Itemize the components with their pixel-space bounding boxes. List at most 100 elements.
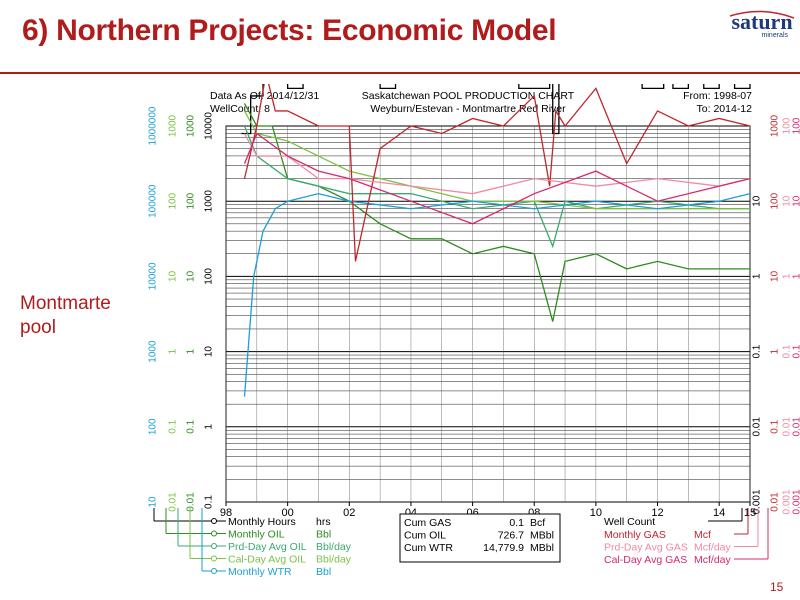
side-label-line2: pool [20,317,56,338]
x-tick-label: 02 [343,507,355,519]
left-axis-tick-label: 1000000 [148,106,159,145]
legend-series-name: Prd-Day Avg OIL [228,541,307,553]
side-label: Montmarte pool [20,292,111,340]
chart-header-left-line1: Data As Of: 2014/12/31 [210,90,319,102]
legend-series-name: Monthly OIL [228,529,285,541]
right-axis-tick-label: 100 [782,117,793,134]
legend-series-unit: Mcf [694,529,711,541]
left-axis-tick-label: 10000 [204,112,215,140]
cumulative-unit: MBbl [530,530,554,542]
left-axis-tick-label: 100 [168,192,179,209]
right-axis-tick-label: 1 [782,273,793,279]
legend-marker [211,568,217,574]
legend-series-unit: Bbl [316,566,331,578]
title-divider [0,72,800,74]
legend-marker [211,530,217,537]
right-axis-tick-label: 10 [782,195,793,207]
right-axis-tick-label: 0.1 [752,344,763,358]
x-tick-label: 14 [713,507,725,519]
side-label-line1: Montmarte [20,293,111,314]
legend-series-name: Cal-Day Avg GAS [604,554,687,566]
right-axis-tick-label: 10 [792,195,800,207]
left-axis-tick-label: 0.01 [186,492,197,512]
left-axis-tick-label: 100 [186,192,197,209]
left-axis-tick-label: 10 [168,270,179,282]
left-axis-tick-label: 0.01 [168,492,179,512]
legend-series-unit: Mcf/day [694,554,732,566]
saturn-logo: saturn minerals [729,9,795,38]
series-line [243,193,751,397]
slide-title: 6) Northern Projects: Economic Model [22,14,557,47]
left-axis-tick-label: 1000 [148,340,159,363]
right-axis-tick-label: 10 [752,195,763,207]
right-axis-tick-label: 0.01 [770,492,781,512]
right-axis-tick-label: 1000 [770,114,781,137]
x-tick-label: 15 [744,507,756,519]
cumulative-unit: MBbl [530,542,554,554]
series-line [243,84,751,262]
series-line [243,133,751,195]
legend-series-name: Prd-Day Avg GAS [604,542,688,554]
right-axis-tick-label: 0.01 [782,417,793,437]
left-axis-tick-label: 100 [204,268,215,285]
right-axis-tick-label: 0.1 [770,419,781,433]
chart-header-right-line2: To: 2014-12 [697,103,753,115]
series-line [243,110,750,210]
right-axis-tick-label: 0.001 [792,489,800,514]
legend-series-name: Monthly WTR [228,566,292,578]
x-tick-label: 98 [220,507,232,519]
series-line [243,132,751,225]
legend-series-name: Monthly Hours [228,516,296,528]
x-tick-label: 10 [590,507,602,519]
cumulative-label: Cum WTR [404,542,453,554]
legend-series-unit: Bbl [316,529,331,541]
right-axis-tick-label: 10 [770,270,781,282]
logo-text: saturn [731,9,792,34]
left-axis-tick-label: 1000 [186,114,197,137]
legend-marker [211,518,217,524]
right-axis-tick-label: 1 [752,273,763,279]
cumulative-value: 726.7 [498,530,524,542]
cumulative-value: 0.1 [509,517,524,529]
left-axis-tick-label: 100000 [148,184,159,218]
right-axis-tick-label: 0.01 [752,417,763,437]
well-count-label: Well Count [604,516,655,528]
left-axis-tick-label: 10000 [148,262,159,290]
legend-series-unit: Bbl/day [316,541,352,553]
cumulative-unit: Bcf [530,517,545,529]
left-axis-tick-label: 10 [148,496,159,508]
cumulative-label: Cum OIL [404,530,446,542]
chart-header-left-line2: WellCount: 8 [210,103,270,115]
legend-series-name: Monthly GAS [604,529,666,541]
production-chart: 98 00 02 04 06 08 10 12 14 1510100100010000100000… [148,84,800,578]
plot-area [225,125,751,503]
legend-series-unit: Bbl/day [316,554,352,566]
cumulative-label: Cum GAS [404,517,451,529]
left-axis-tick-label: 10 [186,270,197,282]
logo-subtext: minerals [762,32,789,38]
left-axis-tick-label: 0.1 [204,495,215,509]
right-axis-tick-label: 1 [792,273,800,279]
right-axis-tick-label: 100 [770,192,781,209]
left-axis-tick-label: 10 [204,346,215,358]
left-axis-tick-label: 1 [186,348,197,354]
left-axis-tick-label: 1000 [204,190,215,213]
left-axis-tick-label: 1 [204,424,215,430]
right-axis-tick-label: 0.1 [792,344,800,358]
cumulative-value: 14,779.9 [483,542,524,554]
left-axis-tick-label: 1000 [168,114,179,137]
right-axis-tick-label: 0.1 [782,344,793,358]
left-axis-tick-label: 0.1 [168,419,179,433]
x-tick-label: 12 [651,507,663,519]
left-axis-tick-label: 100 [148,418,159,435]
x-tick-label: 00 [282,507,294,519]
legend-marker [211,555,217,562]
legend-series-unit: hrs [316,516,331,528]
series-line [241,84,751,135]
right-axis-tick-label: 100 [792,117,800,134]
legend-marker [211,543,217,549]
right-axis-tick-label: 0.01 [792,417,800,437]
page-number: 15 [770,580,784,594]
cumulative-box [399,513,561,563]
right-axis-tick-label: 0.001 [782,489,793,514]
